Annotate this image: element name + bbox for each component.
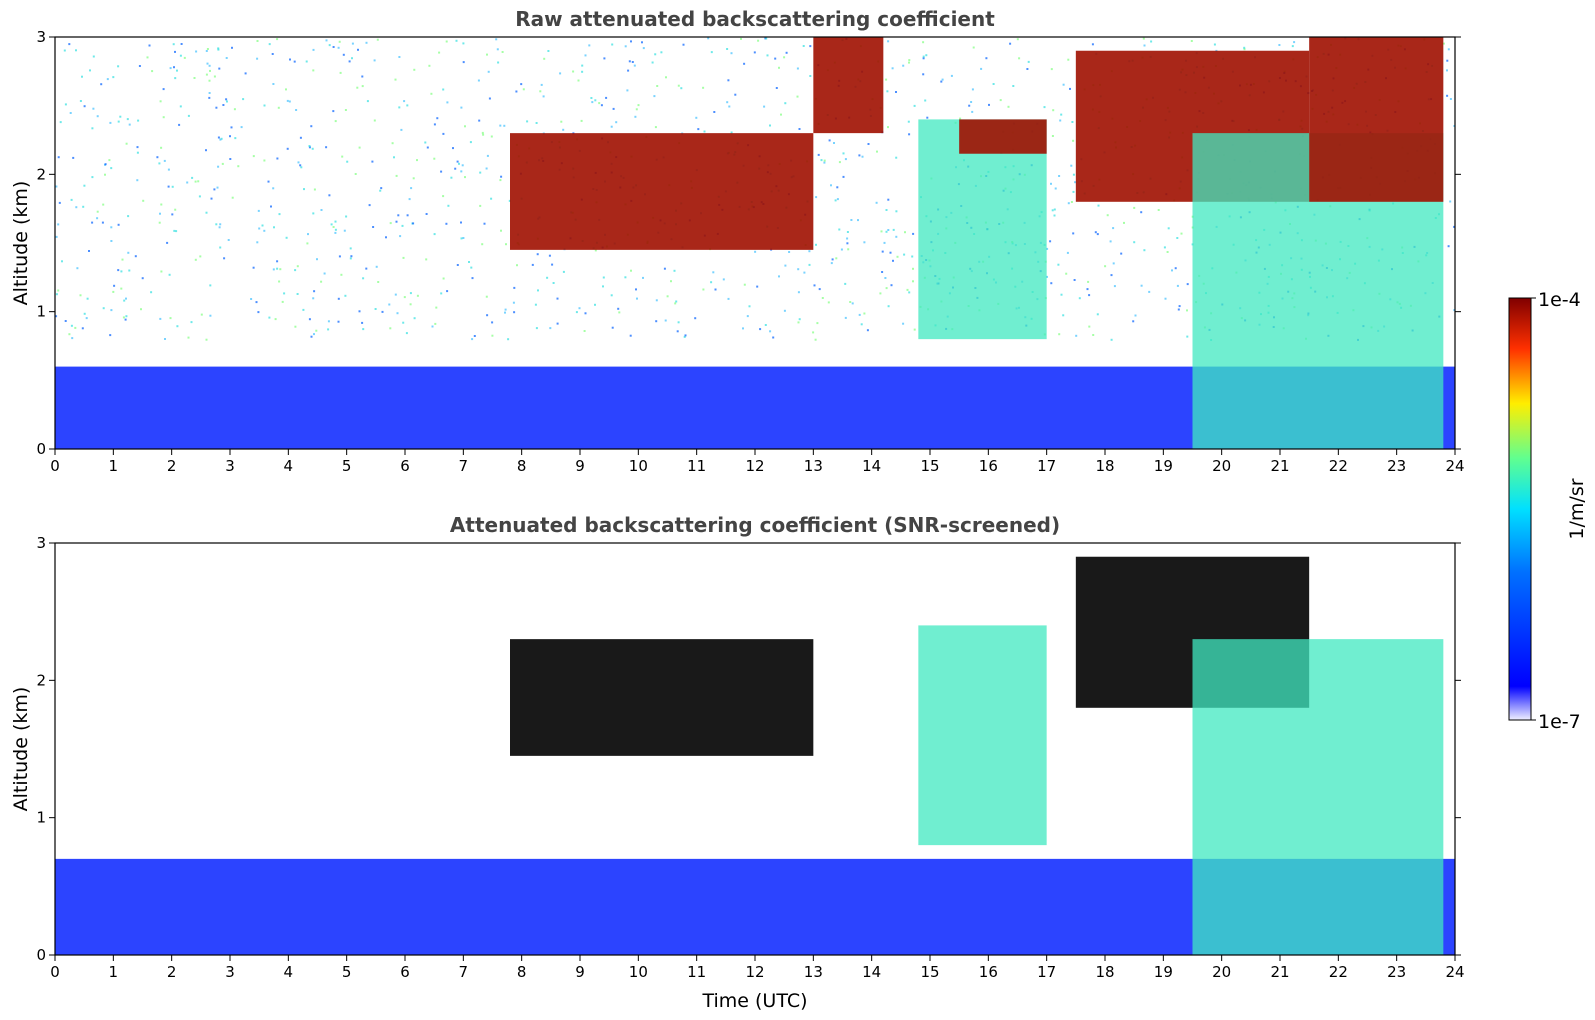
x-tick-label: 3 [225, 963, 235, 981]
y-tick-label: 3 [36, 28, 46, 46]
x-tick-label: 5 [342, 457, 352, 475]
x-tick-label: 21 [1270, 963, 1289, 981]
x-tick-label: 15 [920, 963, 939, 981]
x-tick-label: 6 [400, 963, 410, 981]
heatmap-area [55, 37, 1455, 449]
x-tick-label: 23 [1387, 963, 1406, 981]
snr-screened-panel: Attenuated backscattering coefficient (S… [10, 513, 1465, 1012]
x-tick-label: 21 [1270, 457, 1289, 475]
x-tick-label: 0 [50, 963, 60, 981]
heatmap-area [55, 556, 1455, 955]
colorbar-max-label: 1e-4 [1538, 289, 1581, 311]
x-tick-label: 4 [284, 457, 294, 475]
x-tick-label: 18 [1095, 457, 1114, 475]
x-tick-label: 23 [1387, 457, 1406, 475]
x-tick-label: 24 [1445, 457, 1464, 475]
x-tick-label: 2 [167, 457, 177, 475]
x-tick-label: 12 [745, 963, 764, 981]
x-tick-label: 8 [517, 457, 527, 475]
x-tick-label: 19 [1154, 963, 1173, 981]
y-tick-label: 2 [36, 671, 46, 689]
x-tick-label: 16 [979, 457, 998, 475]
x-tick-label: 19 [1154, 457, 1173, 475]
chart-title: Attenuated backscattering coefficient (S… [450, 513, 1060, 537]
x-tick-label: 3 [225, 457, 235, 475]
heatmap-feature-1 [510, 639, 814, 756]
x-tick-label: 4 [284, 963, 294, 981]
x-tick-label: 15 [920, 457, 939, 475]
heatmap-feature-8 [1309, 37, 1444, 202]
x-tick-label: 16 [979, 963, 998, 981]
x-axis-label: Time (UTC) [701, 990, 807, 1012]
x-tick-label: 10 [629, 457, 648, 475]
x-tick-label: 11 [687, 457, 706, 475]
x-tick-label: 14 [862, 457, 881, 475]
heatmap-feature-3 [813, 37, 884, 134]
y-tick-label: 0 [36, 440, 46, 458]
colorbar-min-label: 1e-7 [1538, 711, 1581, 733]
heatmap-feature-2 [510, 133, 814, 250]
y-axis-label: Altitude (km) [10, 181, 32, 306]
y-axis-label: Altitude (km) [10, 687, 32, 812]
colorbar-unit-label: 1/m/sr [1566, 478, 1588, 539]
y-tick-label: 3 [36, 534, 46, 552]
x-tick-label: 14 [862, 963, 881, 981]
colorbar-gradient [1508, 297, 1532, 721]
y-tick-label: 0 [36, 946, 46, 964]
x-tick-label: 1 [109, 457, 119, 475]
chart-title: Raw attenuated backscattering coefficien… [515, 7, 995, 31]
x-tick-label: 9 [575, 457, 585, 475]
x-tick-label: 2 [167, 963, 177, 981]
x-tick-label: 12 [745, 457, 764, 475]
y-axis: 0 1 2 3 [36, 534, 1461, 964]
y-axis: 0 1 2 3 [36, 28, 1461, 458]
x-axis: 0 1 2 3 4 5 6 7 8 9 10 11 12 13 14 15 16 17 18 19 20 21 22 23 24 [50, 955, 1465, 981]
x-tick-label: 13 [804, 457, 823, 475]
x-tick-label: 24 [1445, 963, 1464, 981]
heatmap-feature-2 [918, 625, 1047, 846]
x-tick-label: 1 [109, 963, 119, 981]
x-tick-label: 17 [1037, 457, 1056, 475]
x-axis: 0 1 2 3 4 5 6 7 8 9 10 11 12 13 14 15 16 17 18 19 20 21 22 23 24 [50, 449, 1465, 475]
heatmap-feature-4 [1192, 639, 1444, 955]
x-tick-label: 11 [687, 963, 706, 981]
x-tick-label: 10 [629, 963, 648, 981]
x-tick-label: 0 [50, 457, 60, 475]
x-tick-label: 20 [1212, 963, 1231, 981]
x-tick-label: 9 [575, 963, 585, 981]
x-tick-label: 8 [517, 963, 527, 981]
x-tick-label: 22 [1329, 457, 1348, 475]
x-tick-label: 7 [459, 963, 469, 981]
y-tick-label: 2 [36, 165, 46, 183]
colorbar: 1e-4 1e-7 1/m/sr [1508, 289, 1588, 733]
heatmap-feature-4 [918, 119, 1047, 340]
raw-backscatter-panel: Raw attenuated backscattering coefficien… [10, 7, 1465, 475]
x-tick-label: 6 [400, 457, 410, 475]
x-tick-label: 13 [804, 963, 823, 981]
x-tick-label: 18 [1095, 963, 1114, 981]
x-tick-label: 17 [1037, 963, 1056, 981]
x-tick-label: 7 [459, 457, 469, 475]
x-tick-label: 20 [1212, 457, 1231, 475]
x-tick-label: 22 [1329, 963, 1348, 981]
y-tick-label: 1 [36, 303, 46, 321]
heatmap-feature-5 [959, 119, 1047, 154]
y-tick-label: 1 [36, 809, 46, 827]
x-tick-label: 5 [342, 963, 352, 981]
